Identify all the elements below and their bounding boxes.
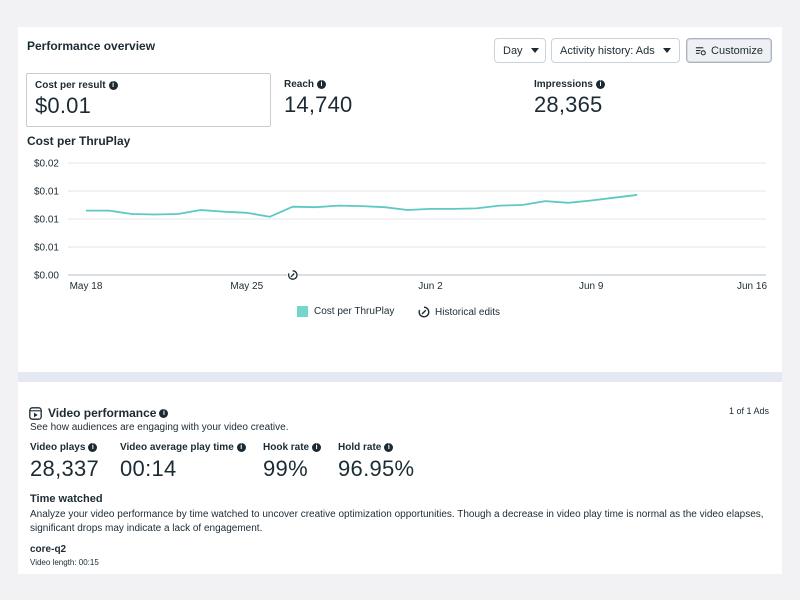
video-performance-card: Video performance i See how audiences ar… [18,382,782,574]
time-watched-title: Time watched [30,493,103,505]
stat-value: 99% [263,456,308,481]
metric-label: Impressions [534,79,593,90]
cost-per-thruplay-chart: $0.02 $0.01 $0.01 $0.01 $0.00 May 18 May 25 Jun… [34,159,767,293]
stat-label: Hook rate [263,442,310,453]
performance-overview-card: Performance overview Day Activity histor… [18,27,782,372]
stat-video-average-play-time: Video average play time i 00:14 [120,442,246,482]
caret-down-icon [530,48,539,53]
activity-history-dropdown[interactable]: Activity history: Ads [551,38,680,63]
info-icon[interactable]: i [595,80,605,89]
stat-value: 00:14 [120,456,177,481]
activity-history-label: Activity history: Ads [560,44,655,57]
y-tick-label: $0.01 [34,215,59,226]
performance-title: Performance overview [27,39,156,53]
y-tick-label: $0.01 [34,243,59,254]
metric-value: $0.01 [35,93,92,118]
historical-edit-marker[interactable] [287,269,299,281]
series-line [86,194,638,218]
metric-cost-per-result[interactable]: Cost per result i $0.01 [26,73,271,127]
info-icon[interactable]: i [312,443,322,452]
metric-impressions[interactable]: Impressions i 28,365 [526,73,771,127]
info-icon[interactable]: i [88,443,98,452]
legend-item-cost[interactable]: Cost per ThruPlay [297,306,394,317]
ad-name: core-q2 [30,544,67,555]
legend-label: Cost per ThruPlay [314,306,395,317]
day-dropdown-label: Day [503,44,523,57]
video-subtitle: See how audiences are engaging with your… [30,422,289,433]
video-performance-heading: Video performance i [29,406,169,420]
metric-value: 14,740 [284,92,353,117]
stat-hook-rate: Hook rate i 99% [263,442,322,482]
stat-label: Hold rate [338,442,382,453]
legend-label: Historical edits [435,306,501,318]
y-tick-label: $0.02 [34,159,59,170]
y-tick-label: $0.01 [34,187,59,198]
legend-item-historical-edits[interactable]: Historical edits [418,306,500,318]
metric-value: 28,365 [534,92,603,117]
day-dropdown[interactable]: Day [494,38,546,63]
customize-label: Customize [711,44,763,57]
stat-label: Video plays [30,442,86,453]
caret-down-icon [662,48,671,53]
stat-hold-rate: Hold rate i 96.95% [338,442,414,482]
stat-video-plays: Video plays i 28,337 [30,442,99,482]
info-icon[interactable]: i [317,80,327,89]
y-tick-label: $0.00 [34,271,59,282]
x-tick-label: Jun 16 [737,281,767,292]
stat-value: 96.95% [338,456,415,481]
metric-label: Reach [284,79,315,90]
ads-count: 1 of 1 Ads [728,406,769,416]
video-icon [29,406,42,420]
x-tick-label: Jun 2 [418,281,443,292]
time-watched-description: Analyze your video performance by time w… [30,509,764,534]
info-icon[interactable]: i [384,443,394,452]
x-tick-label: May 18 [70,281,103,292]
chart-title: Cost per ThruPlay [27,134,131,148]
historical-edits-icon [418,306,430,318]
customize-icon [695,46,706,55]
section-divider [18,372,782,382]
customize-button[interactable]: Customize [686,38,772,63]
metric-label: Cost per result [35,80,106,91]
metric-reach[interactable]: Reach i 14,740 [276,73,521,127]
stat-value: 28,337 [30,456,100,481]
info-icon[interactable]: i [108,81,118,90]
info-icon[interactable]: i [159,408,169,418]
info-icon[interactable]: i [236,443,246,452]
stat-label: Video average play time [120,442,234,453]
video-length: Video length: 00:15 [30,558,99,567]
x-tick-label: Jun 9 [579,281,604,292]
video-performance-title: Video performance [48,406,157,420]
x-tick-label: May 25 [230,281,263,292]
teal-square-swatch [297,306,308,317]
